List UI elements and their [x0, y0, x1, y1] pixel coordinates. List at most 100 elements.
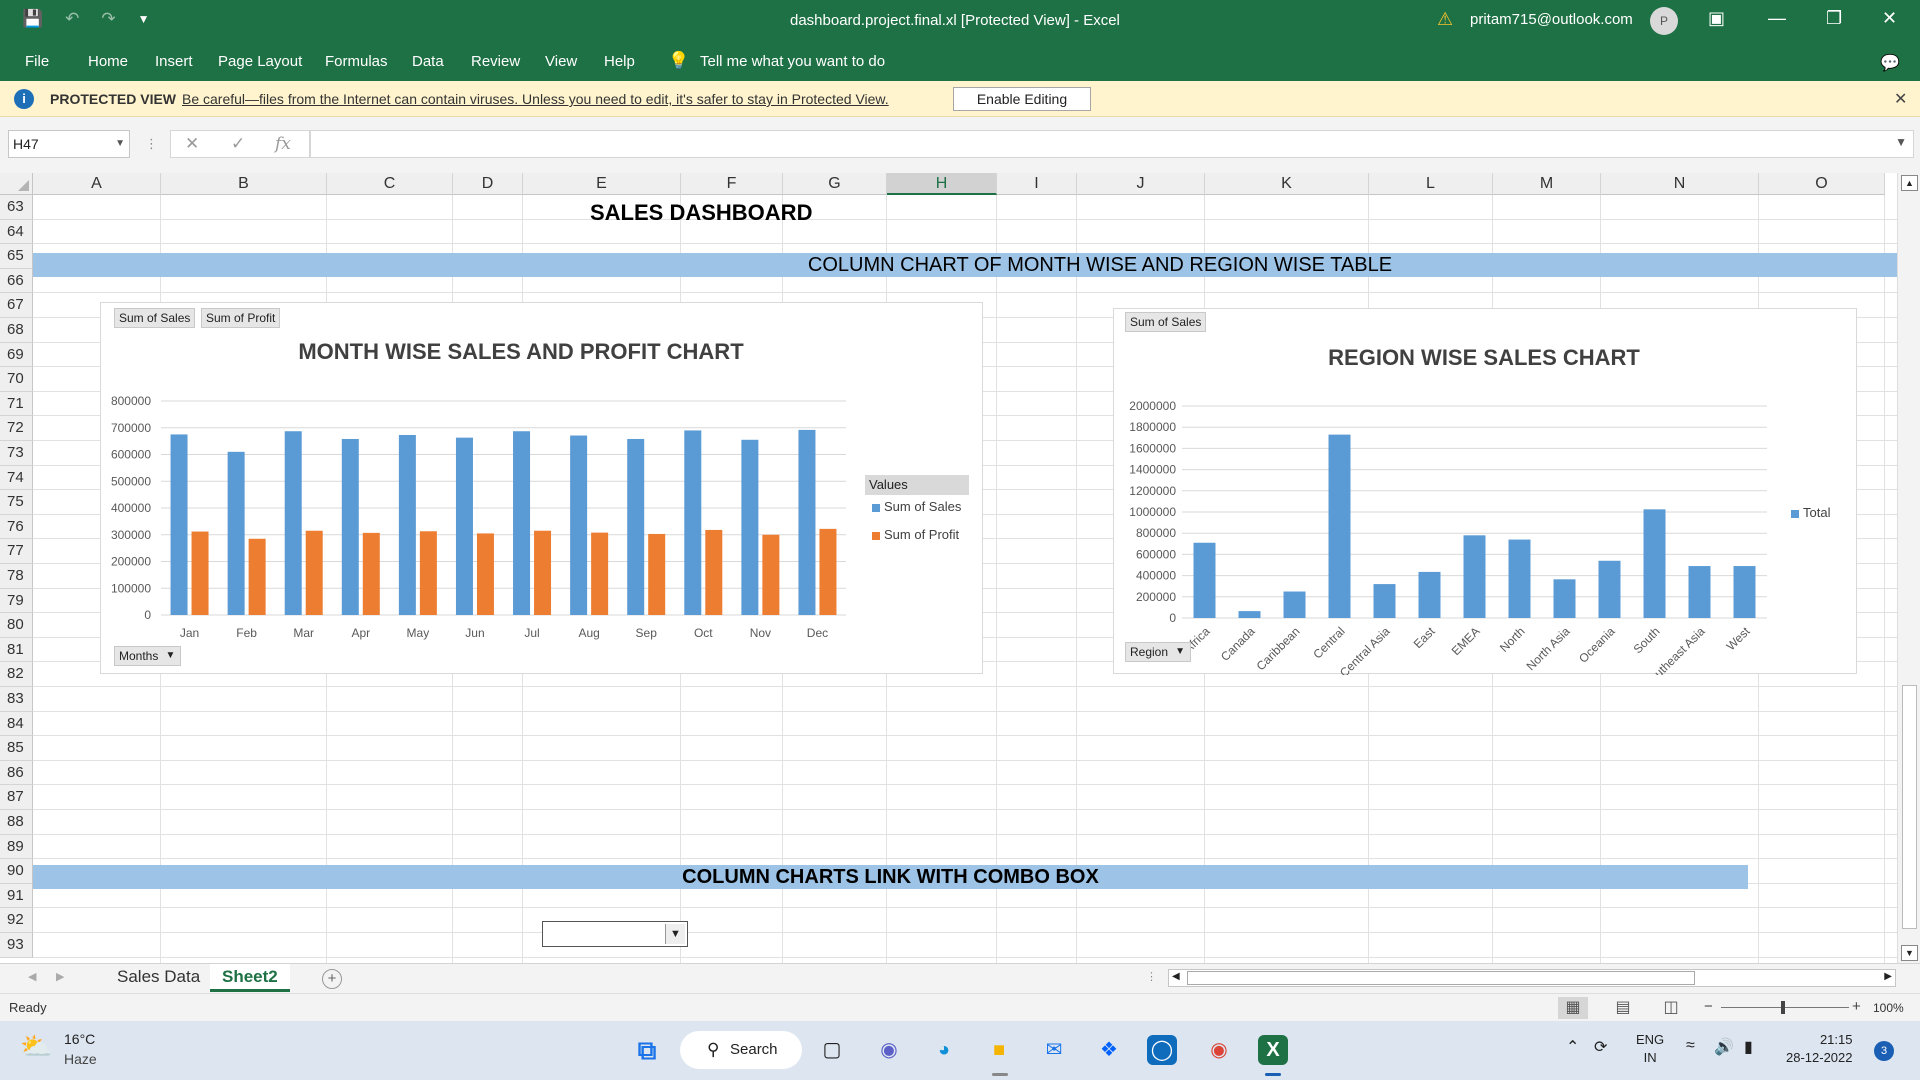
region-wise-chart[interactable]: Sum of Sales REGION WISE SALES CHART 0 20…	[1113, 308, 1857, 675]
volume-icon[interactable]: 🔊	[1714, 1039, 1734, 1056]
row-header-81[interactable]: 81	[0, 637, 33, 663]
column-header-n[interactable]: N	[1601, 173, 1759, 195]
field-button-sum-of-profit[interactable]: Sum of Profit	[201, 308, 281, 328]
row-header-83[interactable]: 83	[0, 687, 33, 712]
row-header-66[interactable]: 66	[0, 268, 33, 294]
chevron-down-icon[interactable]: ▼	[1175, 646, 1186, 657]
page-break-view-icon[interactable]: ◫	[1663, 999, 1679, 1016]
column-header-i[interactable]: I	[997, 173, 1077, 195]
horizontal-scrollbar[interactable]: ◀ ▶	[1168, 969, 1896, 987]
task-view-icon[interactable]: ▢	[822, 1039, 842, 1061]
column-header-l[interactable]: L	[1369, 173, 1493, 195]
zoom-slider-knob[interactable]	[1781, 1001, 1785, 1014]
minimize-icon[interactable]: —	[1768, 8, 1786, 28]
column-header-a[interactable]: A	[33, 173, 161, 195]
vertical-scrollbar[interactable]: ▲ ▼	[1897, 173, 1920, 963]
column-header-o[interactable]: O	[1759, 173, 1885, 195]
row-header-75[interactable]: 75	[0, 490, 33, 515]
zoom-out-button[interactable]: −	[1704, 998, 1713, 1015]
row-header-79[interactable]: 79	[0, 588, 33, 614]
undo-icon[interactable]: ↶	[65, 9, 80, 28]
weather-temperature[interactable]: 16°C	[64, 1031, 96, 1047]
chrome-icon[interactable]: ◉	[1210, 1039, 1228, 1061]
mail-icon[interactable]: ✉	[1045, 1039, 1063, 1061]
column-header-j[interactable]: J	[1077, 173, 1205, 195]
sync-icon[interactable]: ⟳	[1594, 1039, 1608, 1056]
chevron-down-icon[interactable]: ▼	[665, 924, 685, 944]
row-header-72[interactable]: 72	[0, 416, 33, 441]
name-box[interactable]: H47 ▼	[8, 130, 130, 158]
function-icon[interactable]: fx	[275, 134, 291, 154]
row-header-77[interactable]: 77	[0, 539, 33, 564]
row-header-71[interactable]: 71	[0, 391, 33, 417]
language-indicator[interactable]: ENG IN	[1636, 1032, 1665, 1065]
normal-view-icon[interactable]: ▦	[1558, 997, 1588, 1019]
row-header-65[interactable]: 65	[0, 244, 33, 269]
column-header-k[interactable]: K	[1205, 173, 1369, 195]
column-header-m[interactable]: M	[1493, 173, 1601, 195]
formula-input[interactable]: ▼	[310, 130, 1914, 158]
weather-icon[interactable]: ⛅	[20, 1031, 53, 1061]
scroll-right-icon[interactable]: ▶	[1884, 971, 1892, 982]
row-header-80[interactable]: 80	[0, 613, 33, 638]
row-header-78[interactable]: 78	[0, 564, 33, 589]
chevron-down-icon[interactable]: ▼	[165, 650, 176, 661]
tab-data[interactable]: Data	[412, 53, 444, 70]
row-header-63[interactable]: 63	[0, 195, 33, 220]
row-header-87[interactable]: 87	[0, 785, 33, 810]
page-layout-view-icon[interactable]: ▤	[1615, 999, 1631, 1016]
dropbox-icon[interactable]: ❖	[1100, 1039, 1118, 1061]
zoom-in-button[interactable]: +	[1852, 998, 1861, 1015]
column-header-h[interactable]: H	[887, 173, 997, 195]
row-header-84[interactable]: 84	[0, 711, 33, 737]
column-header-g[interactable]: G	[783, 173, 887, 195]
zoom-slider[interactable]	[1721, 1007, 1849, 1008]
scroll-thumb[interactable]	[1187, 971, 1695, 985]
notification-badge[interactable]: 3	[1874, 1041, 1894, 1061]
chevron-down-icon[interactable]: ▼	[115, 138, 125, 149]
close-icon[interactable]: ✕	[1894, 91, 1908, 108]
close-icon[interactable]: ✕	[1882, 8, 1898, 28]
row-header-82[interactable]: 82	[0, 662, 33, 687]
scroll-down-icon[interactable]: ▼	[1901, 945, 1918, 961]
scroll-up-icon[interactable]: ▲	[1901, 175, 1918, 191]
start-icon[interactable]: ⧉	[637, 1035, 657, 1065]
zoom-level[interactable]: 100%	[1873, 1001, 1904, 1015]
tab-page-layout[interactable]: Page Layout	[218, 53, 303, 70]
row-header-88[interactable]: 88	[0, 810, 33, 835]
comments-icon[interactable]: 💬	[1880, 55, 1900, 72]
row-header-73[interactable]: 73	[0, 441, 33, 466]
tab-scroll-left-icon[interactable]: ◀	[28, 971, 37, 983]
add-sheet-icon[interactable]: +	[322, 969, 342, 989]
chevron-up-icon[interactable]: ⌃	[1566, 1039, 1580, 1056]
sheet-tab-sales-data[interactable]: Sales Data	[117, 967, 201, 986]
month-wise-chart[interactable]: Sum of Sales Sum of Profit MONTH WISE SA…	[100, 302, 983, 674]
restore-icon[interactable]: ❐	[1826, 8, 1843, 28]
field-button-sum-of-sales[interactable]: Sum of Sales	[114, 308, 196, 328]
tab-review[interactable]: Review	[471, 53, 521, 70]
tab-file[interactable]: File	[25, 53, 50, 70]
excel-icon[interactable]: X	[1258, 1035, 1288, 1065]
account-email[interactable]: pritam715@outlook.com	[1470, 11, 1633, 28]
column-header-b[interactable]: B	[161, 173, 327, 195]
tab-view[interactable]: View	[545, 53, 578, 70]
sheet-tab-sheet2[interactable]: Sheet2	[210, 964, 290, 992]
row-header-93[interactable]: 93	[0, 933, 33, 958]
axis-field-button-region[interactable]: Region ▼	[1125, 642, 1192, 662]
row-header-67[interactable]: 67	[0, 293, 33, 318]
row-header-76[interactable]: 76	[0, 514, 33, 540]
wifi-icon[interactable]: ≈	[1686, 1037, 1695, 1054]
battery-icon[interactable]: ▮	[1744, 1039, 1753, 1056]
row-header-85[interactable]: 85	[0, 736, 33, 761]
weather-condition[interactable]: Haze	[64, 1051, 97, 1067]
column-header-d[interactable]: D	[453, 173, 523, 195]
expand-formula-icon[interactable]: ▼	[1895, 135, 1907, 149]
check-icon[interactable]: ✓	[231, 134, 246, 153]
row-header-91[interactable]: 91	[0, 883, 33, 909]
enable-editing-button[interactable]: Enable Editing	[953, 87, 1091, 111]
tell-me-search[interactable]: Tell me what you want to do	[700, 53, 886, 70]
protected-view-message[interactable]: Be careful—files from the Internet can c…	[182, 91, 889, 107]
field-button-sum-of-sales[interactable]: Sum of Sales	[1125, 312, 1207, 332]
scroll-left-icon[interactable]: ◀	[1172, 971, 1180, 982]
